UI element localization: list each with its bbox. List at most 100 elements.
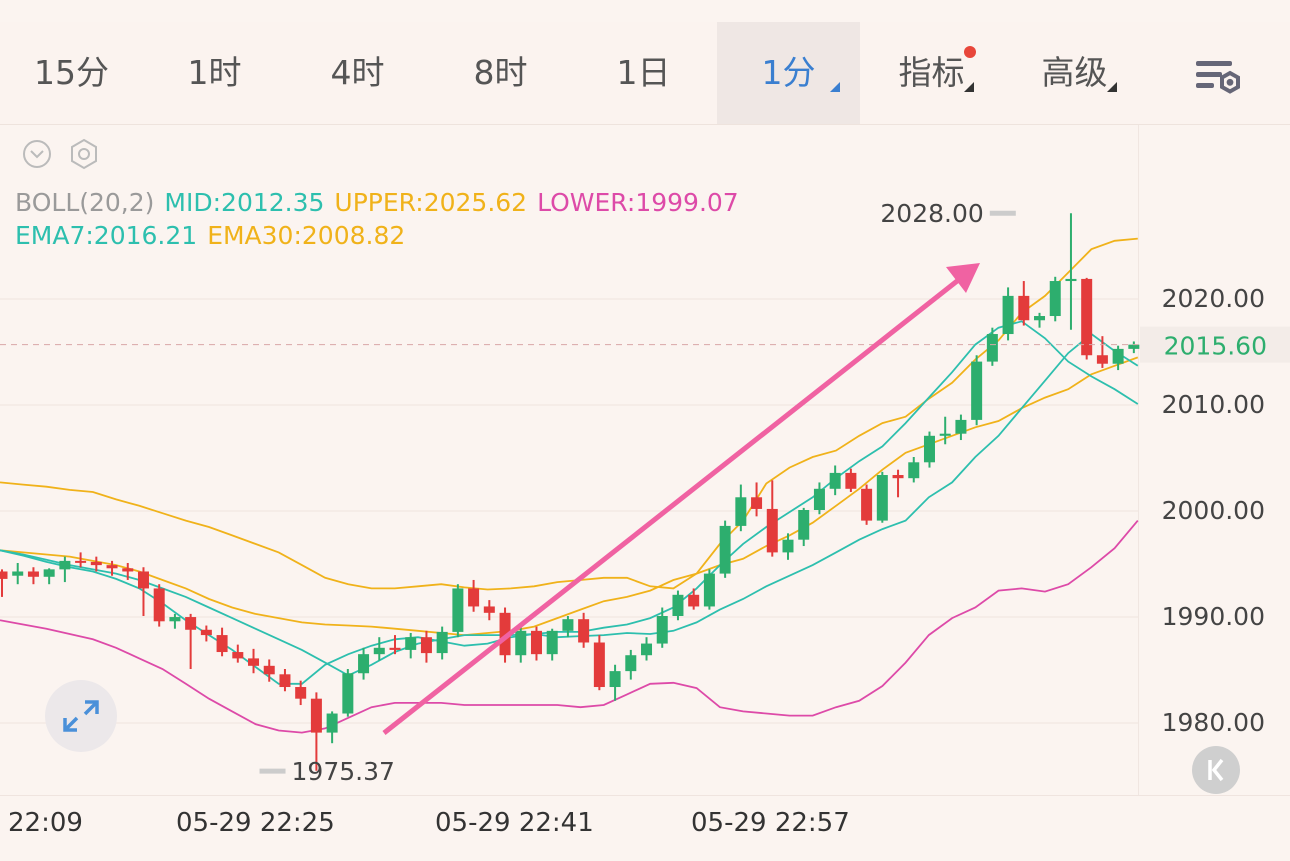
candle-body (90, 561, 102, 566)
dropdown-triangle-icon (830, 82, 840, 92)
timeframe-bar: 15分 1时 4时 8时 1日 1分 指标 高级 (0, 22, 1290, 125)
tab-1day[interactable]: 1日 (616, 53, 671, 92)
axis-separator (1138, 125, 1139, 795)
candle-body (468, 588, 480, 607)
y-tick-label: 2020.00 (1162, 284, 1265, 313)
current-price-label: 2015.60 (1164, 332, 1267, 361)
candle-body (939, 433, 951, 436)
candle-body (515, 630, 527, 656)
candle-body (829, 472, 841, 489)
boll-upper-line (0, 237, 1138, 591)
chevron-down-circle-icon[interactable] (22, 139, 52, 169)
candle-body (200, 629, 212, 636)
candle-body (169, 617, 181, 622)
candle-body (641, 643, 653, 656)
tab-4hour[interactable]: 4时 (330, 53, 385, 92)
tab-15min[interactable]: 15分 (34, 53, 109, 92)
tab-8hour[interactable]: 8时 (473, 53, 528, 92)
candle-body (248, 658, 260, 666)
candle-body (310, 698, 322, 733)
candle-body (986, 334, 998, 362)
candle-body (845, 472, 857, 489)
candle-body (562, 619, 574, 631)
indicator-legend-boll: BOLL(20,2) MID:2012.35 UPPER:2025.62 LOWER:… (15, 188, 749, 217)
candle-body (342, 673, 354, 714)
candle-body (43, 569, 55, 577)
tab-1min[interactable]: 1分 (717, 22, 860, 124)
candle-body (703, 573, 715, 607)
candle-body (798, 510, 810, 540)
candle-body (452, 588, 464, 632)
candle-body (1018, 295, 1030, 321)
candle-body (216, 635, 228, 653)
tab-advanced[interactable]: 高级 (1003, 22, 1146, 124)
candle-body (185, 617, 197, 630)
candle-body (122, 568, 134, 572)
candle-body (373, 647, 385, 655)
candle-body (232, 652, 244, 659)
y-tick-label: 2010.00 (1162, 390, 1265, 419)
boll-upper: UPPER:2025.62 (334, 188, 528, 217)
candle-body (137, 571, 149, 589)
candle-body (106, 565, 118, 569)
candle-body (405, 637, 417, 650)
candle-body (593, 642, 605, 688)
candle-body (436, 631, 448, 654)
dropdown-triangle-icon (964, 82, 974, 92)
ema7-value: EMA7:2016.21 (15, 221, 198, 250)
y-tick-label: 1980.00 (1162, 708, 1265, 737)
current-price-tag (1140, 326, 1290, 363)
candlestick-chart[interactable]: 2020.00 2010.00 2000.00 1990.00 1980.00 2015.… (0, 124, 1290, 795)
candle-body (1128, 344, 1140, 349)
back-to-latest-icon (1208, 758, 1224, 782)
candle-body (326, 713, 338, 733)
candle-body (861, 488, 873, 521)
candle-body (1065, 278, 1077, 282)
candle-body (813, 488, 825, 510)
candle-body (1096, 355, 1108, 364)
tab-indicators[interactable]: 指标 (860, 22, 1003, 124)
dropdown-triangle-icon (1107, 82, 1117, 92)
x-tick-label: 05-29 22:57 (691, 808, 850, 838)
candle-body (530, 630, 542, 655)
candle-body (782, 539, 794, 553)
x-tick-label: 05-29 22:41 (435, 808, 594, 838)
hexagon-settings-icon[interactable] (67, 137, 101, 171)
candle-body (672, 594, 684, 616)
boll-lower: LOWER:1999.07 (537, 188, 739, 217)
indicator-legend-ema: EMA7:2016.21 EMA30:2008.82 (15, 221, 415, 250)
candle-body (766, 508, 778, 553)
candle-body (609, 671, 621, 688)
x-tick-label: 22:09 (8, 808, 83, 838)
candle-body (625, 655, 637, 672)
candle-body (546, 630, 558, 655)
expand-button[interactable] (45, 680, 117, 752)
candle-body (389, 647, 401, 650)
boll-mid: MID:2012.35 (164, 188, 325, 217)
candle-body (971, 361, 983, 420)
candle-body (27, 571, 39, 577)
candle-body (0, 571, 8, 579)
candle-body (295, 687, 307, 699)
candle-body (735, 497, 747, 526)
candle-body (751, 497, 763, 509)
tab-1hour[interactable]: 1时 (187, 53, 242, 92)
candle-body (923, 435, 935, 463)
candle-body (1002, 295, 1014, 335)
candle-body (75, 560, 87, 563)
trend-arrow-head (946, 263, 980, 293)
time-axis-separator (0, 795, 1290, 796)
candle-body (59, 560, 71, 570)
boll-label: BOLL(20,2) (15, 188, 155, 217)
candle-body (955, 419, 967, 434)
notification-dot-icon (964, 46, 976, 58)
back-to-latest-button[interactable] (1192, 746, 1240, 794)
list-gear-icon[interactable] (1190, 56, 1244, 96)
candle-body (420, 637, 432, 654)
candle-body (688, 594, 700, 607)
expand-arrows-icon (63, 700, 99, 732)
y-tick-label: 2000.00 (1162, 496, 1265, 525)
candle-body (499, 612, 511, 656)
boll-lower-line (0, 520, 1139, 734)
ema30-value: EMA30:2008.82 (207, 221, 406, 250)
